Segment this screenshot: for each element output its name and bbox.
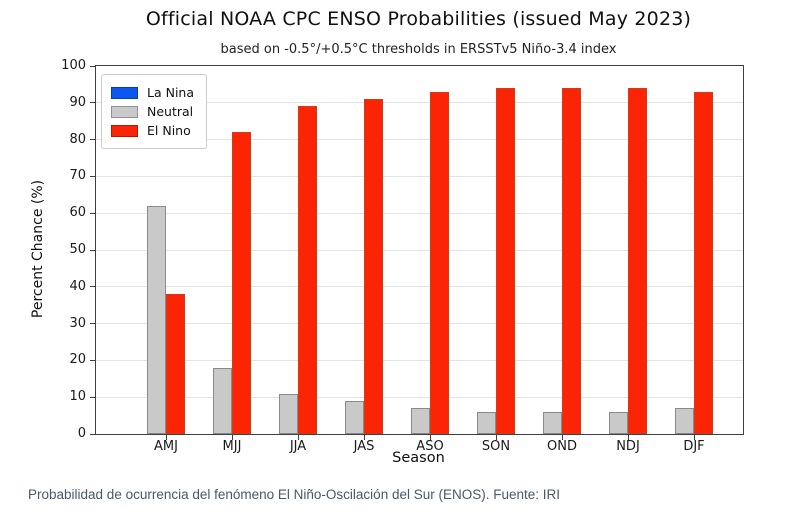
chart-subtitle: based on -0.5°/+0.5°C thresholds in ERSS…: [220, 42, 617, 57]
x-tick-label-ndj: NDJ: [616, 439, 640, 454]
x-tick-label-ond: OND: [547, 439, 577, 454]
y-tick-mark: [90, 212, 96, 214]
legend-label: El Nino: [147, 123, 191, 138]
y-tick-mark: [90, 102, 96, 104]
x-tick-label-mjj: MJJ: [222, 439, 242, 454]
bar-neutral-son: [477, 411, 496, 434]
y-tick-mark: [90, 323, 96, 325]
x-tick-label-amj: AMJ: [154, 439, 178, 454]
y-tick-label: 40: [69, 278, 86, 294]
x-tick-mark: [231, 434, 233, 440]
bar-neutral-djf: [675, 408, 694, 434]
bar-el-nino-ndj: [628, 88, 647, 434]
x-tick-label-son: SON: [481, 439, 511, 454]
plot-area: La Nina Neutral El Nino 0 10 20 30 40 50 60 70 80 9…: [61, 58, 744, 454]
y-tick-label: 80: [69, 131, 86, 147]
legend: La Nina Neutral El Nino: [101, 74, 208, 149]
gridline: [96, 359, 743, 361]
bar-neutral-ond: [543, 411, 562, 434]
y-tick-mark: [90, 433, 96, 435]
y-tick-mark: [90, 175, 96, 177]
bar-el-nino-ond: [562, 88, 581, 434]
y-tick-mark: [90, 286, 96, 288]
x-tick-mark: [693, 434, 695, 440]
y-tick-label: 10: [69, 389, 86, 405]
chart-title: Official NOAA CPC ENSO Probabilities (is…: [145, 8, 692, 30]
bar-el-nino-jas: [364, 99, 383, 434]
y-tick-label: 30: [69, 315, 86, 331]
bar-neutral-jja: [279, 393, 298, 434]
y-tick-mark: [90, 65, 96, 67]
gridline: [96, 139, 743, 141]
bar-neutral-mjj: [213, 367, 232, 434]
x-tick-mark: [561, 434, 563, 440]
x-tick-label-jas: JAS: [353, 439, 375, 454]
y-tick-mark: [90, 139, 96, 141]
legend-item-neutral: Neutral: [111, 104, 194, 119]
bar-el-nino-jja: [298, 106, 317, 434]
x-tick-mark: [627, 434, 629, 440]
x-tick-label-aso: ASO: [416, 439, 444, 454]
gridline: [96, 286, 743, 288]
y-tick-label: 100: [61, 58, 86, 73]
legend-label: Neutral: [147, 104, 194, 119]
bar-el-nino-mjj: [232, 132, 251, 434]
legend-item-la-nina: La Nina: [111, 85, 194, 100]
x-tick-mark: [495, 434, 497, 440]
y-tick-label: 0: [77, 426, 86, 441]
gridline: [96, 249, 743, 251]
legend-item-el-nino: El Nino: [111, 123, 194, 138]
x-tick-label-djf: DJF: [683, 439, 705, 454]
source-caption: Probabilidad de ocurrencia del fenómeno …: [28, 487, 561, 502]
bar-el-nino-son: [496, 88, 515, 434]
y-tick-mark: [90, 249, 96, 251]
legend-swatch-icon: [111, 105, 138, 118]
y-tick-label: 50: [69, 242, 86, 257]
gridline: [96, 212, 743, 214]
y-tick-mark: [90, 359, 96, 361]
gridline: [96, 102, 743, 104]
x-axis-label: Season: [392, 450, 445, 466]
bar-el-nino-aso: [430, 91, 449, 434]
y-tick-mark: [90, 396, 96, 398]
bar-neutral-aso: [411, 408, 430, 434]
x-tick-mark: [297, 434, 299, 440]
x-tick-mark: [165, 434, 167, 440]
legend-swatch-icon: [111, 124, 138, 137]
x-tick-label-jja: JJA: [289, 439, 307, 454]
legend-swatch-icon: [111, 86, 138, 99]
y-tick-label: 90: [69, 94, 86, 110]
bar-neutral-jas: [345, 400, 364, 434]
gridline: [96, 396, 743, 398]
bar-neutral-amj: [147, 205, 166, 434]
bar-el-nino-amj: [166, 294, 185, 434]
bar-el-nino-djf: [694, 91, 713, 434]
y-tick-label: 20: [69, 352, 86, 368]
gridline: [96, 175, 743, 177]
x-tick-mark: [429, 434, 431, 440]
x-tick-mark: [363, 434, 365, 440]
gridline: [96, 323, 743, 325]
bar-neutral-ndj: [609, 411, 628, 434]
y-tick-label: 70: [69, 168, 86, 184]
legend-label: La Nina: [147, 85, 195, 100]
y-tick-label: 60: [69, 205, 86, 221]
